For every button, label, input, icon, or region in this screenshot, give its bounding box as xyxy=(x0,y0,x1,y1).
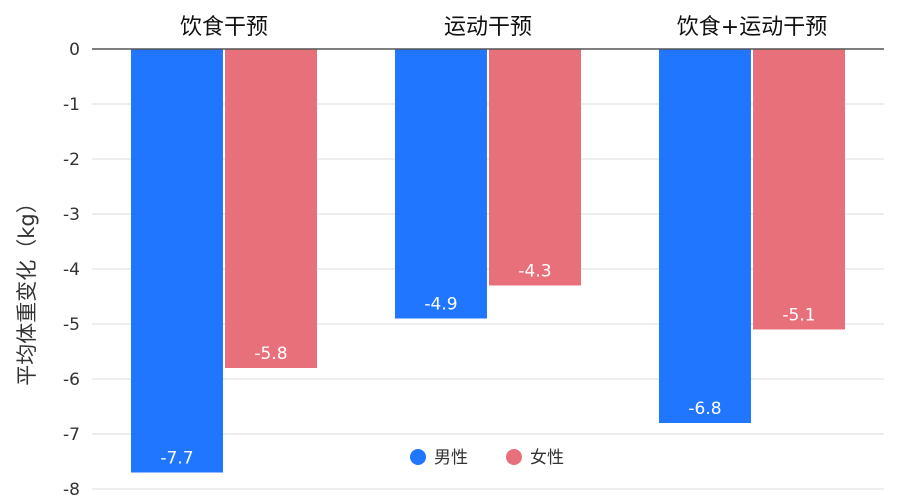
legend: 男性 女性 xyxy=(410,448,564,468)
y-tick-label: -5 xyxy=(63,315,80,335)
legend-label: 男性 xyxy=(434,448,468,468)
bar xyxy=(489,49,581,286)
legend-swatch xyxy=(506,449,522,465)
bar xyxy=(659,49,751,423)
bar-value-label: -4.9 xyxy=(424,295,457,315)
y-tick-label: -8 xyxy=(63,480,80,500)
category-label: 饮食+运动干预 xyxy=(677,15,827,40)
y-tick-label: 0 xyxy=(69,40,80,60)
gridlines xyxy=(92,103,884,490)
y-tick-label: -1 xyxy=(63,95,80,115)
y-tick-label: -3 xyxy=(63,205,80,225)
y-tick-label: -6 xyxy=(63,370,80,390)
y-tick-label: -2 xyxy=(63,150,80,170)
bar xyxy=(225,49,317,368)
bar-value-label: -7.7 xyxy=(160,449,193,469)
legend-label: 女性 xyxy=(530,448,564,468)
bar xyxy=(131,49,223,473)
bars: -7.7 -5.8 -4.9 -4.3 -6.8 -5.1 xyxy=(131,49,845,473)
y-tick-label: -4 xyxy=(63,260,80,280)
category-labels: 饮食干预 运动干预 饮食+运动干预 xyxy=(180,15,827,40)
y-axis-ticks: 0 -1 -2 -3 -4 -5 -6 -7 -8 xyxy=(63,40,80,500)
bar-value-label: -5.1 xyxy=(782,306,815,326)
y-axis-title: 平均体重变化（kg） xyxy=(15,192,39,386)
bar-value-label: -6.8 xyxy=(688,399,721,419)
category-label: 饮食干预 xyxy=(180,15,268,40)
bar-value-label: -4.3 xyxy=(518,262,551,282)
bar xyxy=(753,49,845,330)
y-tick-label: -7 xyxy=(63,425,80,445)
legend-swatch xyxy=(410,449,426,465)
bar-value-label: -5.8 xyxy=(254,344,287,364)
bar xyxy=(395,49,487,319)
category-label: 运动干预 xyxy=(444,15,532,40)
